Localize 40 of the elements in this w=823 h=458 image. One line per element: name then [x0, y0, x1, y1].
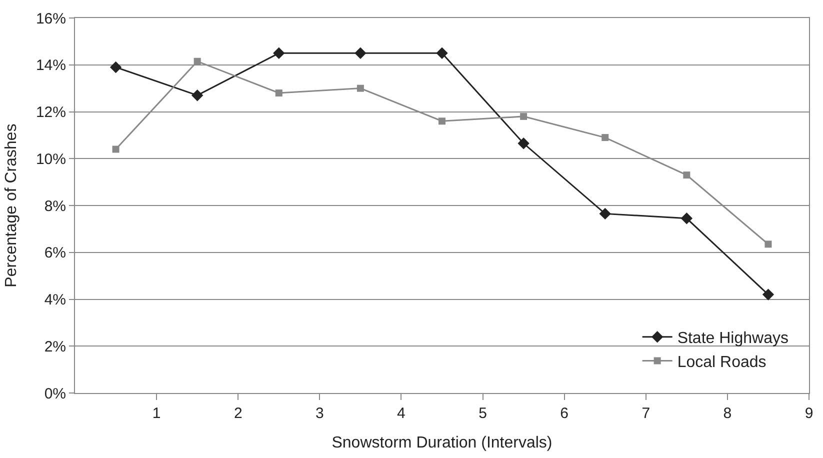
legend-label: State Highways — [677, 330, 788, 348]
point — [436, 47, 448, 60]
y-tick-label: 4% — [44, 292, 66, 308]
x-tick-label: 1 — [152, 405, 161, 422]
point — [518, 138, 530, 150]
y-tick-label: 14% — [36, 57, 66, 74]
x-tick-label: 2 — [234, 405, 242, 422]
x-tick-label: 5 — [478, 405, 487, 422]
x-tick-label: 4 — [397, 405, 406, 422]
y-tick-label: 6% — [44, 244, 66, 262]
point — [599, 208, 611, 220]
point — [438, 118, 446, 125]
x-tick-label: 6 — [560, 405, 568, 422]
x-tick-label: 3 — [316, 405, 324, 422]
point — [191, 89, 204, 102]
y-axis-title: Percentage of Crashes — [2, 124, 20, 288]
x-tick-label: 9 — [804, 405, 814, 422]
point — [110, 61, 122, 74]
y-tick-label: 8% — [44, 198, 66, 215]
point — [273, 47, 285, 60]
point — [764, 240, 772, 248]
point — [602, 134, 609, 142]
point — [762, 288, 774, 300]
x-tick-label: 7 — [642, 405, 650, 422]
point — [275, 90, 282, 96]
legend-label: Local Roads — [677, 354, 766, 371]
x-axis-title: Snowstorm Duration (Intervals) — [332, 434, 552, 452]
point — [356, 84, 364, 92]
y-tick-label: 2% — [44, 338, 66, 356]
point — [680, 212, 693, 224]
x-tick-label: 8 — [723, 405, 732, 422]
y-tick-label: 10% — [36, 150, 66, 168]
point — [683, 172, 690, 179]
point — [520, 112, 528, 120]
point — [194, 58, 201, 65]
y-tick-label: 12% — [36, 104, 66, 121]
point — [354, 47, 366, 60]
point — [112, 146, 120, 153]
y-tick-label: 0% — [44, 385, 66, 402]
y-tick-label: 16% — [36, 10, 66, 28]
